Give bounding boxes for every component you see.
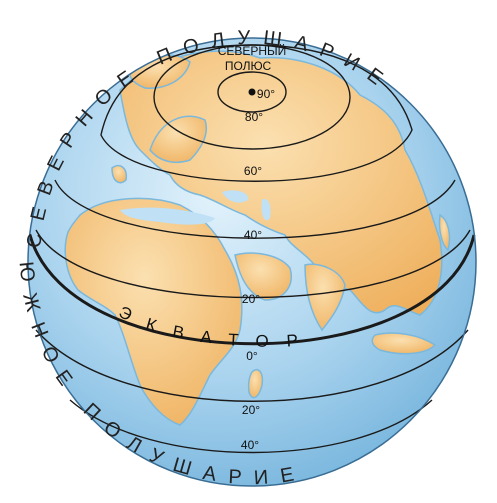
land-indonesia (371, 332, 437, 355)
sea-black (222, 190, 249, 203)
lat-line-40n (54, 179, 456, 239)
globe-outline (27, 37, 477, 487)
lat-label-20s: 20° (242, 403, 260, 417)
land-britain (111, 164, 128, 184)
sea-mediterranean (120, 207, 215, 225)
lat-label-90: 90° (257, 87, 275, 101)
lat-label-40n: 40° (244, 228, 262, 242)
lat-line-80 (217, 71, 287, 113)
lat-line-60 (100, 44, 413, 182)
lat-label-40s: 40° (241, 438, 259, 452)
land-scandinavia (149, 115, 207, 163)
north-pole-dot (248, 88, 256, 96)
lat-line-40s (69, 399, 433, 454)
land-arabia (234, 252, 292, 301)
sea-caspian (261, 199, 271, 221)
latitude-lines (28, 44, 476, 454)
north-pole-label-line1: СЕВЕРНЫЙ (218, 43, 287, 58)
land-india (304, 263, 346, 332)
lat-label-20n: 20° (242, 292, 260, 306)
lat-label-80: 80° (245, 110, 263, 124)
lat-line-equator (28, 234, 476, 346)
land-eurasia (119, 50, 443, 316)
lat-label-0: 0° (246, 349, 258, 363)
land-madagascar (247, 368, 264, 399)
lat-label-60: 60° (244, 164, 262, 178)
lat-line-20n (35, 229, 471, 299)
land-japan (438, 213, 451, 252)
lat-line-20s (35, 329, 469, 402)
north-pole-label-line2: ПОЛЮС (225, 59, 272, 73)
